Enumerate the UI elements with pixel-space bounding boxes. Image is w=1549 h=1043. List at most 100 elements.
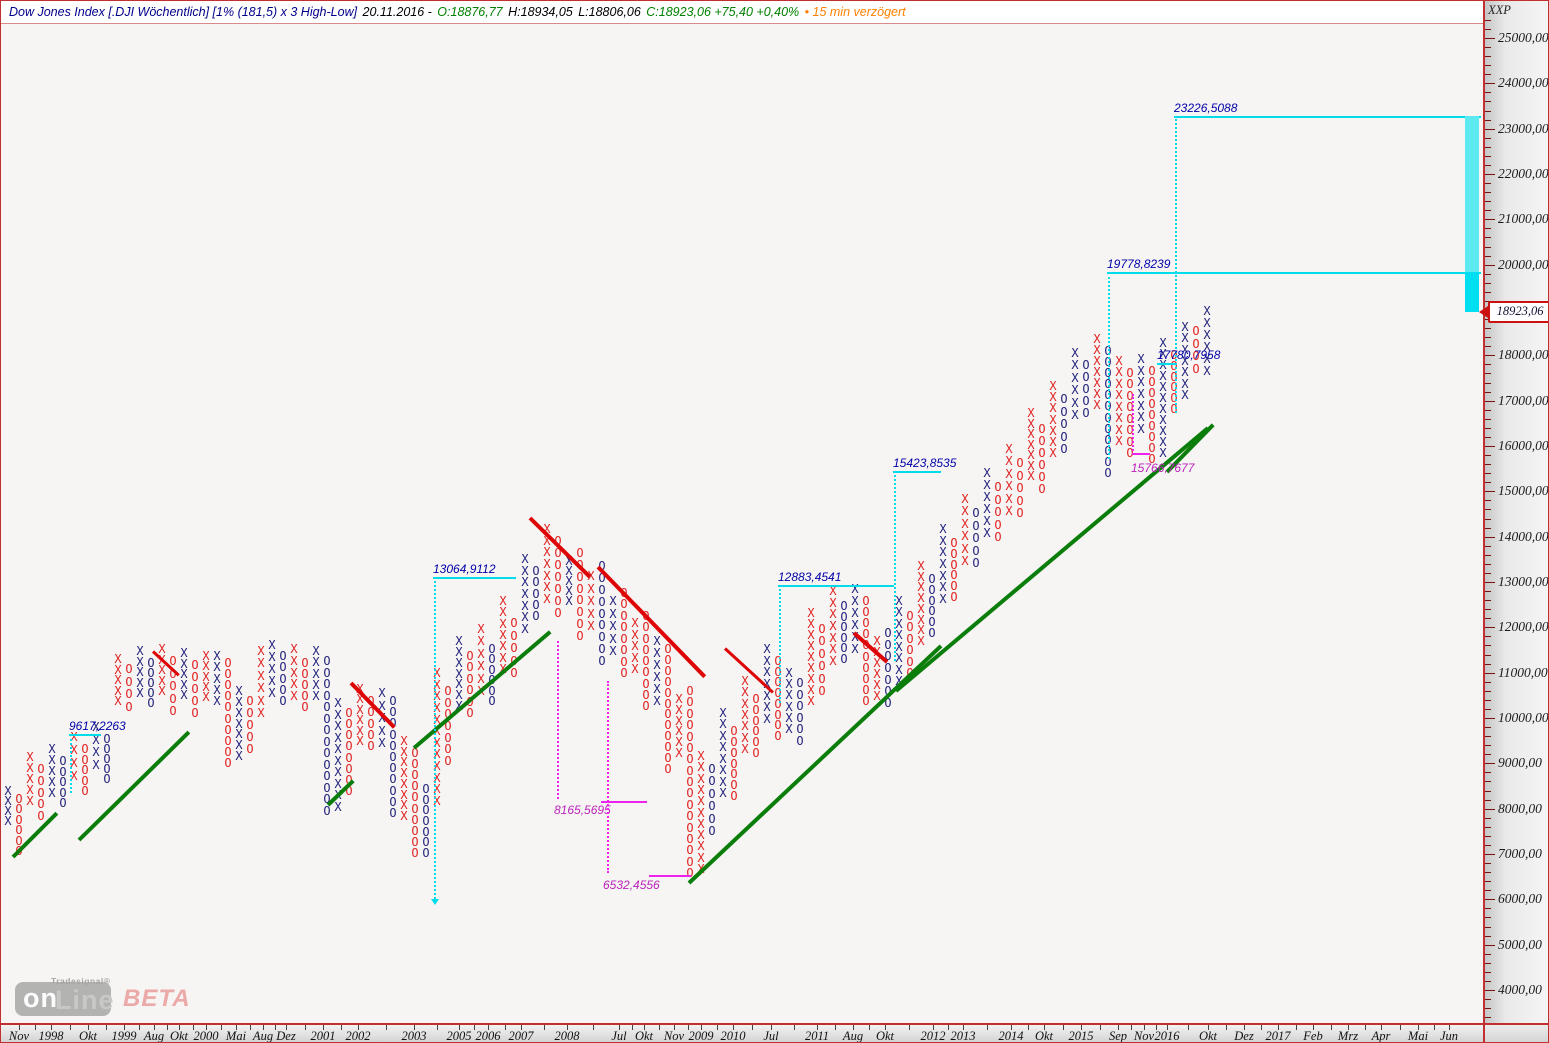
pnf-symbol: O: [950, 536, 958, 550]
pnf-symbol: O: [664, 685, 672, 700]
price-objective-label: 17780,7958: [1157, 348, 1221, 362]
pnf-symbol: X: [180, 646, 188, 660]
time-axis-label: 1998: [38, 1029, 64, 1043]
pnf-symbol: O: [1038, 470, 1046, 484]
price-objective-label: 15423,8535: [893, 456, 957, 470]
time-axis-tick: [358, 1025, 359, 1030]
pnf-symbol: X: [70, 743, 78, 757]
pnf-symbol: X: [92, 732, 100, 747]
pnf-symbol: X: [26, 761, 34, 775]
pnf-symbol: O: [840, 630, 848, 645]
pnf-symbol: O: [1082, 370, 1090, 384]
pnf-symbol: O: [686, 775, 694, 789]
pnf-symbol: O: [532, 575, 540, 590]
price-objective-label: 13064,9112: [433, 562, 496, 576]
time-axis-label: Nov: [1133, 1029, 1155, 1043]
pnf-symbol: O: [994, 517, 1002, 532]
pnf-symbol: X: [653, 670, 661, 684]
pnf-symbol: X: [48, 786, 56, 800]
pnf-symbol: X: [235, 705, 243, 720]
pnf-symbol: O: [796, 699, 804, 714]
time-axis-tick: [1188, 1025, 1189, 1030]
pnf-symbol: O: [147, 656, 155, 670]
pnf-symbol: X: [1137, 387, 1145, 401]
pnf-symbol: O: [994, 480, 1002, 494]
pnf-symbol: X: [1181, 342, 1189, 357]
pnf-symbol: X: [851, 594, 859, 608]
time-axis-tick: [853, 1025, 854, 1030]
pnf-symbol: O: [103, 772, 111, 786]
pnf-symbol: X: [675, 702, 683, 717]
pnf-symbol: O: [323, 700, 331, 715]
pnf-symbol: X: [433, 735, 441, 750]
pnf-symbol: O: [994, 505, 1002, 519]
pnf-symbol: X: [939, 580, 947, 595]
pnf-symbol: X: [851, 642, 859, 656]
pnf-symbol: O: [686, 763, 694, 778]
time-axis[interactable]: Nov 1998 Okt 1999 Aug Okt 2000 Mai Aug Dez 2001 200…: [1, 1023, 1483, 1043]
time-axis-label: Okt: [1198, 1029, 1218, 1043]
pnf-symbol: X: [477, 646, 485, 661]
pnf-symbol: O: [686, 695, 694, 710]
pnf-symbol: O: [224, 733, 232, 748]
price-axis-tick: [1485, 183, 1491, 185]
pnf-symbol: X: [917, 634, 925, 648]
pnf-symbol: O: [532, 564, 540, 578]
pnf-symbol: X: [290, 653, 298, 668]
price-axis-tick: [1485, 445, 1495, 447]
pnf-symbol: O: [950, 557, 958, 572]
time-axis-tick: [323, 1025, 324, 1030]
pnf-symbol: O: [554, 534, 562, 548]
price-axis[interactable]: XXP 25000,00 24000,00 23000,00 22000,00 2100…: [1483, 1, 1549, 1023]
price-axis-tick: [1485, 989, 1495, 991]
pnf-symbol: O: [862, 671, 870, 686]
pnf-symbol: X: [763, 653, 771, 668]
time-axis-tick: [1244, 1025, 1245, 1030]
pnf-symbol: O: [411, 757, 419, 772]
pnf-symbol: X: [202, 669, 210, 684]
pnf-symbol: X: [26, 772, 34, 786]
pnf-symbol: X: [1115, 354, 1123, 368]
pnf-symbol: O: [950, 568, 958, 583]
pnf-symbol: X: [1115, 422, 1123, 437]
price-axis-label: 23000,00: [1498, 120, 1549, 136]
pnf-symbol: X: [356, 692, 364, 707]
time-axis-tick: [341, 1025, 342, 1030]
time-axis-tick: [459, 1025, 460, 1030]
price-axis-tick: [1485, 609, 1491, 611]
pnf-plot-area[interactable]: XXXXOOOOOOXXXXXOOOOOXXXXXOOOOOXXXXOOOOOX…: [1, 24, 1483, 1023]
time-axis-tick: [1063, 1025, 1064, 1030]
support-level-line: [1132, 453, 1150, 455]
pnf-symbol: O: [994, 492, 1002, 507]
pnf-symbol: X: [1159, 402, 1167, 416]
pnf-symbol: X: [1159, 336, 1167, 350]
time-axis-tick: [1418, 1025, 1419, 1030]
pnf-symbol: O: [301, 678, 309, 692]
pnf-symbol: O: [488, 642, 496, 656]
time-axis-label: 2001: [310, 1029, 336, 1043]
pnf-symbol: O: [169, 666, 177, 681]
pnf-symbol: O: [191, 706, 199, 720]
pnf-symbol: O: [1082, 406, 1090, 420]
pnf-symbol: O: [664, 751, 672, 766]
pnf-symbol: O: [620, 654, 628, 669]
pnf-symbol: O: [466, 660, 474, 675]
pnf-symbol: X: [114, 694, 122, 708]
price-axis-tick: [1485, 980, 1491, 982]
pnf-symbol: O: [708, 811, 716, 826]
pnf-symbol: X: [631, 639, 639, 653]
pnf-symbol: X: [1005, 504, 1013, 518]
pnf-symbol: O: [620, 643, 628, 658]
pnf-symbol: O: [422, 803, 430, 818]
pnf-symbol: O: [774, 675, 782, 690]
pnf-symbol: O: [1192, 336, 1200, 351]
time-axis-tick: [414, 1025, 415, 1030]
time-axis-tick: [1208, 1025, 1209, 1030]
price-objective-line: [893, 471, 941, 473]
pnf-symbol: X: [609, 594, 617, 608]
pnf-symbol: X: [983, 466, 991, 480]
pnf-symbol: O: [147, 686, 155, 700]
price-projection-bar: [1465, 272, 1479, 312]
price-axis-label: 22000,00: [1498, 165, 1549, 181]
pnf-symbol: O: [510, 628, 518, 643]
